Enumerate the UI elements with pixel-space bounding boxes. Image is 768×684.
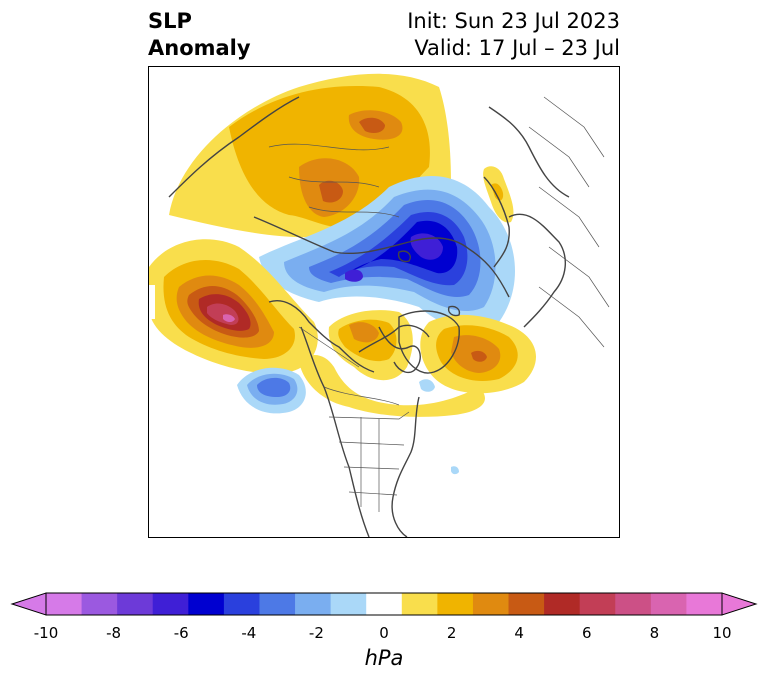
colorbar-bin xyxy=(472,593,510,615)
colorbar-bin xyxy=(508,593,545,615)
title-line-2: Anomaly xyxy=(148,36,251,60)
colorbar-bin xyxy=(401,593,438,615)
valid-range-label: Valid: 17 Jul – 23 Jul xyxy=(414,36,620,60)
colorbar-frame xyxy=(45,592,723,616)
north-atlantic-high xyxy=(299,314,536,417)
title-line-1: SLP xyxy=(148,9,192,33)
colorbar-tick-label: -8 xyxy=(106,624,122,642)
colorbar-bin xyxy=(686,593,723,615)
colorbar-tick-label: 2 xyxy=(446,624,457,642)
colorbar-bin xyxy=(152,593,189,615)
gulf-alaska-low xyxy=(237,367,306,414)
colorbar-tick-label: 6 xyxy=(582,624,592,642)
colorbar-bin xyxy=(259,593,296,615)
colorbar-bin xyxy=(295,593,332,615)
colorbar-bin xyxy=(81,593,118,615)
colorbar-bin xyxy=(615,593,652,615)
anomaly-map xyxy=(148,66,620,538)
figure-title-left: SLP Anomaly xyxy=(148,8,251,62)
arctic-low xyxy=(259,175,516,331)
colorbar-bin xyxy=(117,593,154,615)
colorbar-under-extension xyxy=(10,592,47,616)
colorbar-tick-label: 10 xyxy=(712,624,732,642)
coastlines xyxy=(168,96,570,537)
colorbar-tick-label: -2 xyxy=(308,624,324,642)
colorbar-bin xyxy=(366,593,403,615)
colorbar-tick-label: 8 xyxy=(649,624,660,642)
colorbar-bin xyxy=(650,593,687,615)
colorbar xyxy=(10,592,758,616)
europe-high xyxy=(483,166,514,223)
colorbar-tick-label: -10 xyxy=(33,624,59,642)
colorbar-bin xyxy=(544,593,581,615)
colorbar-bin xyxy=(330,593,367,615)
colorbar-bin xyxy=(579,593,616,615)
colorbar-bin xyxy=(46,593,83,615)
figure-title-right: Init: Sun 23 Jul 2023 Valid: 17 Jul – 23… xyxy=(407,8,620,62)
colorbar-tick-label: 0 xyxy=(379,624,389,642)
minor-anomalies xyxy=(149,285,459,475)
colorbar-units-label: hPa xyxy=(364,646,404,670)
colorbar-bin xyxy=(223,593,260,615)
colorbar-bin xyxy=(188,593,225,615)
colorbar-tick-label: -6 xyxy=(173,624,189,642)
colorbar-bin xyxy=(437,593,474,615)
colorbar-tick-label: -4 xyxy=(241,624,257,642)
init-date-label: Init: Sun 23 Jul 2023 xyxy=(407,9,620,33)
political-borders xyxy=(268,96,610,512)
map-svg xyxy=(149,73,610,537)
colorbar-over-extension xyxy=(721,592,758,616)
colorbar-tick-label: 4 xyxy=(514,624,524,642)
north-pacific-high xyxy=(149,239,318,374)
